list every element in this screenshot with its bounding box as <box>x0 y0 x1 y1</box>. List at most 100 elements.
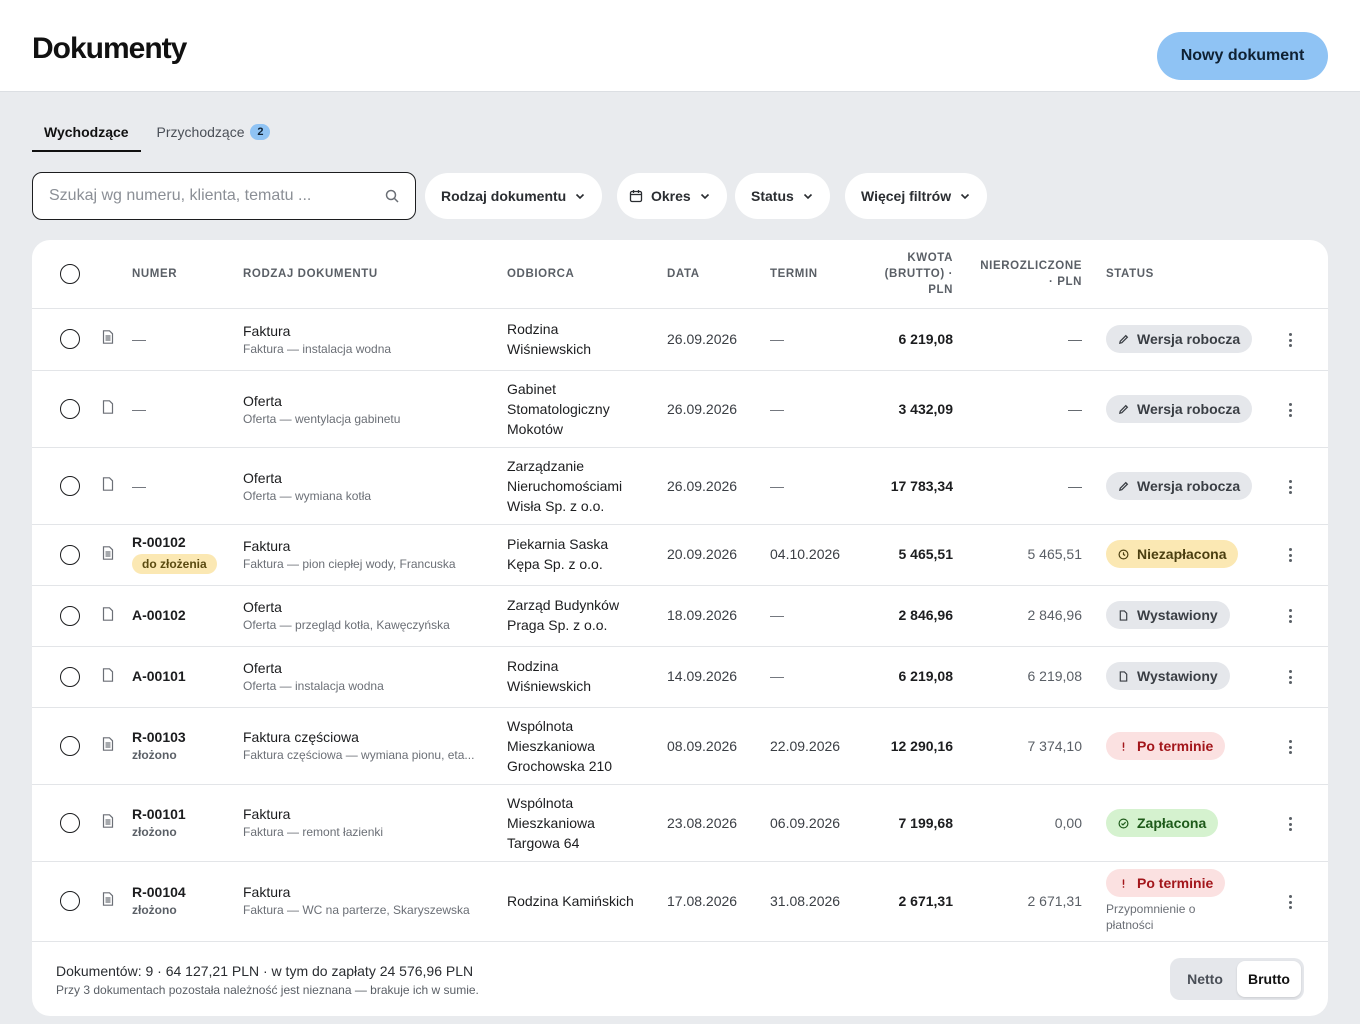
chevron-down-icon <box>803 193 812 200</box>
recipient-line: Stomatologiczny <box>507 401 610 417</box>
document-number[interactable]: R-00104 <box>132 884 186 900</box>
document-type: Oferta Oferta — instalacja wodna <box>243 658 384 694</box>
document-number-cell: R-00104 złożono <box>132 882 186 918</box>
row-actions-icon[interactable] <box>1284 547 1296 563</box>
tab-incoming[interactable]: Przychodzące 2 <box>145 112 283 152</box>
recipient: Rodzina Kamińskich <box>507 891 634 911</box>
table-row[interactable]: A-00101 Oferta Oferta — instalacja wodna… <box>32 647 1328 708</box>
header-number[interactable]: NUMER <box>132 268 178 280</box>
row-actions-icon[interactable] <box>1284 669 1296 685</box>
row-actions-icon[interactable] <box>1284 332 1296 348</box>
recipient-line: Wspólnota <box>507 718 574 734</box>
header-unsettled-line: NIEROZLICZONE <box>980 260 1082 272</box>
document-number[interactable]: — <box>132 331 146 347</box>
search-icon[interactable] <box>385 189 399 203</box>
header-unsettled[interactable]: NIEROZLICZONE · PLN <box>962 258 1082 290</box>
toggle-brutto[interactable]: Brutto <box>1237 961 1301 997</box>
row-actions-icon[interactable] <box>1284 739 1296 755</box>
recipient-line: Mieszkaniowa <box>507 738 595 754</box>
missing-amounts-note: Przy 3 dokumentach pozostała należność j… <box>56 983 479 997</box>
unsettled-amount: 7 374,10 <box>1027 738 1083 754</box>
header-document-type[interactable]: RODZAJ DOKUMENTU <box>243 268 378 280</box>
table-row[interactable]: — Faktura Faktura — instalacja wodna Rod… <box>32 309 1328 371</box>
invoice-document-icon <box>102 546 114 560</box>
header-due-date[interactable]: TERMIN <box>770 268 818 280</box>
filter-document-type[interactable]: Rodzaj dokumentu <box>425 173 603 219</box>
tab-incoming-label: Przychodzące <box>156 124 245 140</box>
row-checkbox[interactable] <box>60 606 80 626</box>
row-actions-icon[interactable] <box>1284 894 1296 910</box>
check-circle-icon <box>1118 818 1129 828</box>
invoice-document-icon <box>102 330 114 344</box>
row-actions-icon[interactable] <box>1284 816 1296 832</box>
status-label: Wystawiony <box>1137 668 1218 684</box>
exclamation-icon <box>1122 741 1125 751</box>
document-subject: Faktura częściowa — wymiana pionu, eta..… <box>243 748 475 762</box>
row-checkbox[interactable] <box>60 476 80 496</box>
recipient-line: Rodzina Kamińskich <box>507 893 634 909</box>
row-checkbox[interactable] <box>60 329 80 349</box>
header-amount[interactable]: KWOTA (BRUTTO) · PLN <box>862 250 953 298</box>
document-number[interactable]: A-00102 <box>132 607 186 623</box>
chevron-down-icon <box>700 193 709 200</box>
row-checkbox[interactable] <box>60 813 80 833</box>
gross-amount: 5 465,51 <box>898 546 954 562</box>
header-status[interactable]: STATUS <box>1106 268 1154 280</box>
table-row[interactable]: R-00103 złożono Faktura częściowa Faktur… <box>32 708 1328 785</box>
status-label: Po terminie <box>1137 738 1214 754</box>
table-row[interactable]: R-00102 do złożenia Faktura Faktura — pi… <box>32 525 1328 586</box>
row-checkbox[interactable] <box>60 545 80 565</box>
payment-reminder-note: Przypomnienie o płatności <box>1106 901 1246 933</box>
row-actions-icon[interactable] <box>1284 608 1296 624</box>
document-number[interactable]: R-00103 <box>132 729 186 745</box>
status-badge: Wersja robocza <box>1106 472 1253 500</box>
search-input[interactable] <box>49 187 385 205</box>
row-actions-icon[interactable] <box>1284 479 1296 495</box>
document-number-cell: R-00103 złożono <box>132 727 186 763</box>
new-document-button[interactable]: Nowy dokument <box>1157 32 1328 80</box>
tab-outgoing[interactable]: Wychodzące <box>32 112 141 152</box>
header-amount-line: (BRUTTO) · <box>884 268 953 280</box>
select-all-checkbox[interactable] <box>60 264 80 284</box>
document-number[interactable]: — <box>132 401 146 417</box>
document-number-cell: R-00102 do złożenia <box>132 532 217 574</box>
recipient-line: Mokotów <box>507 421 564 437</box>
row-checkbox[interactable] <box>60 736 80 756</box>
footer-divider <box>32 941 1328 942</box>
document-number[interactable]: — <box>132 478 146 494</box>
document-type: Faktura Faktura — remont łazienki <box>243 804 383 840</box>
table-row[interactable]: R-00101 złożono Faktura Faktura — remont… <box>32 785 1328 862</box>
row-checkbox[interactable] <box>60 399 80 419</box>
table-row[interactable]: — Oferta Oferta — wymiana kotła Zarządza… <box>32 448 1328 525</box>
row-actions-icon[interactable] <box>1284 402 1296 418</box>
chevron-down-icon <box>961 193 970 200</box>
payment-reminder-line: Przypomnienie o <box>1106 902 1196 916</box>
recipient-line: Zarządzanie <box>507 458 585 474</box>
document-number[interactable]: R-00101 <box>132 806 186 822</box>
toggle-netto[interactable]: Netto <box>1187 971 1223 987</box>
document-type: Oferta Oferta — przegląd kotła, Kawęczyń… <box>243 597 450 633</box>
recipient: Gabinet Stomatologiczny Mokotów <box>507 379 610 439</box>
table-row[interactable]: A-00102 Oferta Oferta — przegląd kotła, … <box>32 586 1328 647</box>
row-checkbox[interactable] <box>60 667 80 687</box>
gross-amount: 7 199,68 <box>898 815 954 831</box>
filter-status[interactable]: Status <box>735 173 830 219</box>
filter-period[interactable]: Okres <box>617 173 727 219</box>
table-row[interactable]: R-00104 złożono Faktura Faktura — WC na … <box>32 862 1328 942</box>
header-recipient[interactable]: ODBIORCA <box>507 268 575 280</box>
header-date[interactable]: DATA <box>667 268 700 280</box>
filter-more[interactable]: Więcej filtrów <box>845 173 988 219</box>
row-checkbox[interactable] <box>60 891 80 911</box>
due-date: — <box>770 668 784 684</box>
document-number[interactable]: A-00101 <box>132 668 186 684</box>
unsettled-amount: — <box>1068 478 1082 494</box>
document-number[interactable]: R-00102 <box>132 534 186 550</box>
due-date: — <box>770 331 784 347</box>
recipient-line: Wisła Sp. z o.o. <box>507 498 605 514</box>
document-subject: Oferta — wymiana kotła <box>243 489 372 503</box>
table-row[interactable]: — Oferta Oferta — wentylacja gabinetu Ga… <box>32 371 1328 448</box>
status-label: Wersja robocza <box>1137 331 1241 347</box>
recipient: Zarządzanie Nieruchomościami Wisła Sp. z… <box>507 456 622 516</box>
unsettled-amount: 2 846,96 <box>1027 607 1083 623</box>
recipient: Piekarnia Saska Kępa Sp. z o.o. <box>507 534 608 574</box>
